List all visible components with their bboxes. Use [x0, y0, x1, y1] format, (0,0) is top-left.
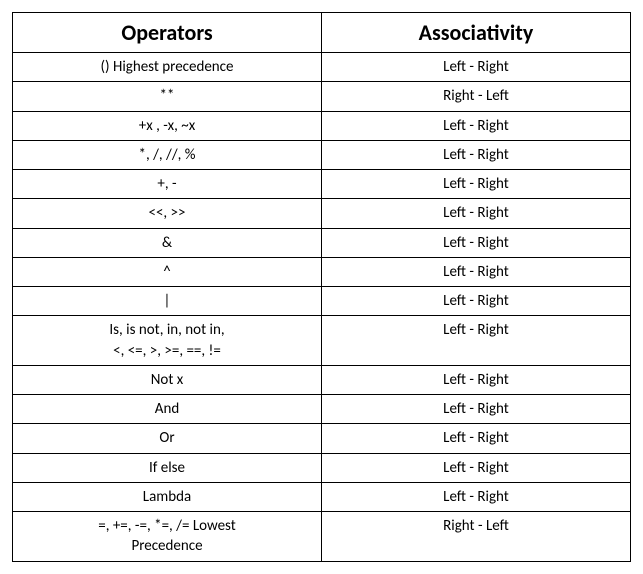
cell-associativity: Left - Right — [322, 53, 631, 82]
table-row: +, -Left - Right — [13, 170, 631, 199]
cell-associativity: Left - Right — [322, 316, 631, 366]
column-header-operators: Operators — [13, 13, 322, 53]
table-row: OrLeft - Right — [13, 424, 631, 453]
table-row: =, +=, -=, *=, /= Lowest PrecedenceRight… — [13, 512, 631, 562]
table-row: ^Left - Right — [13, 257, 631, 286]
table-header-row: Operators Associativity — [13, 13, 631, 53]
cell-operators: & — [13, 228, 322, 257]
cell-associativity: Left - Right — [322, 365, 631, 394]
table-row: Is, is not, in, not in, <, <=, >, >=, ==… — [13, 316, 631, 366]
table-row: *, /, //, %Left - Right — [13, 140, 631, 169]
cell-associativity: Left - Right — [322, 140, 631, 169]
cell-operators: Not x — [13, 365, 322, 394]
cell-associativity: Left - Right — [322, 287, 631, 316]
cell-operators: And — [13, 395, 322, 424]
cell-operators: <<, >> — [13, 199, 322, 228]
cell-operators: Lambda — [13, 482, 322, 511]
cell-operators: +x , -x, ~x — [13, 111, 322, 140]
cell-operators: Is, is not, in, not in, <, <=, >, >=, ==… — [13, 316, 322, 366]
cell-associativity: Left - Right — [322, 257, 631, 286]
cell-operators: *, /, //, % — [13, 140, 322, 169]
table-row: Not xLeft - Right — [13, 365, 631, 394]
cell-operators: () Highest precedence — [13, 53, 322, 82]
table-row: LambdaLeft - Right — [13, 482, 631, 511]
cell-operators: ^ — [13, 257, 322, 286]
cell-associativity: Left - Right — [322, 111, 631, 140]
table-row: **Right - Left — [13, 82, 631, 111]
cell-operators: If else — [13, 453, 322, 482]
cell-associativity: Left - Right — [322, 453, 631, 482]
table-row: &Left - Right — [13, 228, 631, 257]
table-row: () Highest precedenceLeft - Right — [13, 53, 631, 82]
cell-operators: | — [13, 287, 322, 316]
table-row: AndLeft - Right — [13, 395, 631, 424]
cell-operators: Or — [13, 424, 322, 453]
table-body: () Highest precedenceLeft - Right**Right… — [13, 53, 631, 562]
table-row: +x , -x, ~xLeft - Right — [13, 111, 631, 140]
precedence-table: Operators Associativity () Highest prece… — [12, 12, 631, 562]
cell-associativity: Right - Left — [322, 82, 631, 111]
cell-associativity: Left - Right — [322, 395, 631, 424]
cell-operators: +, - — [13, 170, 322, 199]
cell-associativity: Right - Left — [322, 512, 631, 562]
column-header-associativity: Associativity — [322, 13, 631, 53]
cell-operators: =, +=, -=, *=, /= Lowest Precedence — [13, 512, 322, 562]
table-row: If elseLeft - Right — [13, 453, 631, 482]
table-row: <<, >>Left - Right — [13, 199, 631, 228]
cell-associativity: Left - Right — [322, 482, 631, 511]
table-row: |Left - Right — [13, 287, 631, 316]
cell-associativity: Left - Right — [322, 199, 631, 228]
cell-operators: ** — [13, 82, 322, 111]
cell-associativity: Left - Right — [322, 228, 631, 257]
cell-associativity: Left - Right — [322, 424, 631, 453]
cell-associativity: Left - Right — [322, 170, 631, 199]
